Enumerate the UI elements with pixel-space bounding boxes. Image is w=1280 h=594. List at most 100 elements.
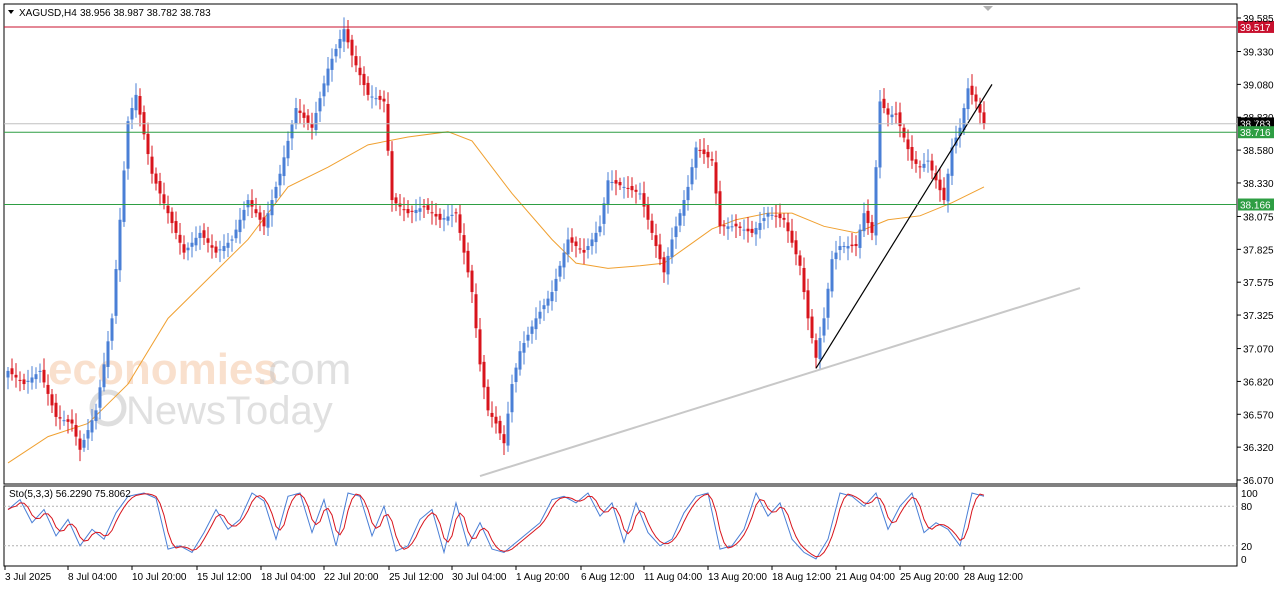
candle-up [342, 29, 346, 42]
candle-down [138, 96, 142, 115]
trendline-steep[interactable] [815, 84, 993, 369]
price-tag [1238, 20, 1274, 33]
candle-up [554, 278, 558, 291]
candle-up [62, 420, 66, 422]
candle-up [526, 334, 530, 341]
candle-up [946, 173, 950, 202]
candle-down [886, 108, 890, 115]
candle-up [86, 430, 90, 439]
candle-up [118, 219, 122, 271]
candle-up [590, 239, 594, 247]
candle-down [698, 149, 702, 151]
time-tick-label: 18 Aug 12:00 [772, 572, 831, 583]
candle-down [982, 112, 986, 124]
symbol-label[interactable]: XAGUSD,H4 [19, 8, 77, 19]
candle-down [366, 82, 370, 95]
candle-up [610, 181, 614, 183]
time-tick-label: 6 Aug 12:00 [581, 572, 635, 583]
candle-up [522, 342, 526, 353]
candle-up [666, 255, 670, 275]
candle-down [430, 212, 434, 214]
stochastic-label: Sto(5,3,3) 56.2290 75.8062 [9, 489, 131, 500]
candle-up [38, 370, 42, 372]
candle-down [378, 95, 382, 100]
candle-down [658, 244, 662, 260]
price-tick-label: 37.070 [1243, 345, 1274, 356]
shift-marker-icon[interactable] [983, 6, 993, 11]
candle-down [486, 386, 490, 411]
candle-up [770, 214, 774, 216]
svg-text:.com: .com [256, 345, 351, 394]
candle-up [114, 269, 118, 316]
candle-up [226, 242, 230, 248]
price-tick-label: 36.320 [1243, 443, 1274, 454]
candle-up [518, 351, 522, 370]
candle-down [466, 250, 470, 273]
candle-up [6, 370, 10, 378]
candle-up [414, 209, 418, 214]
candle-up [238, 219, 242, 233]
candle-up [762, 218, 766, 222]
candle-up [890, 114, 894, 118]
candle-up [282, 157, 286, 177]
candle-down [438, 213, 442, 220]
candle-down [746, 228, 750, 232]
price-tick-label: 38.580 [1243, 146, 1274, 157]
stochastic-tick-label: 100 [1241, 489, 1258, 500]
candle-down [182, 244, 186, 253]
candle-down [250, 200, 254, 207]
candle-down [866, 210, 870, 224]
candle-down [10, 368, 14, 375]
price-tag-label: 38.166 [1240, 201, 1271, 212]
time-tick-label: 13 Aug 20:00 [708, 572, 767, 583]
candle-up [538, 311, 542, 319]
candle-up [598, 226, 602, 233]
candle-down [910, 147, 914, 161]
candle-up [506, 413, 510, 446]
candle-down [346, 29, 350, 43]
candle-up [586, 246, 590, 251]
candle-up [550, 292, 554, 302]
candle-up [606, 180, 610, 205]
candle-up [962, 108, 966, 131]
candle-up [530, 326, 534, 334]
candle-down [354, 56, 358, 66]
candle-down [458, 214, 462, 233]
time-tick-label: 18 Jul 04:00 [261, 572, 316, 583]
time-tick-label: 15 Jul 12:00 [197, 572, 252, 583]
candle-up [322, 83, 326, 97]
symbol-dropdown-icon[interactable] [8, 10, 14, 14]
candle-up [222, 246, 226, 252]
candle-down [794, 240, 798, 255]
candle-up [314, 112, 318, 131]
candle-up [98, 387, 102, 408]
candle-up [82, 439, 86, 448]
candle-down [934, 173, 938, 181]
candle-up [818, 338, 822, 359]
candle-up [830, 259, 834, 292]
candle-down [262, 217, 266, 227]
candle-down [254, 209, 258, 214]
candle-down [46, 384, 50, 394]
price-tag [1238, 126, 1274, 139]
stochastic-tick-label: 0 [1241, 555, 1247, 566]
trendline-long[interactable] [479, 287, 1081, 478]
candle-down [150, 156, 154, 174]
candle-up [558, 265, 562, 277]
time-tick-label: 3 Jul 2025 [5, 572, 52, 583]
candle-down [474, 294, 478, 329]
candle-up [926, 160, 930, 162]
candle-up [638, 193, 642, 195]
candle-down [206, 238, 210, 243]
candle-down [502, 434, 506, 444]
candle-down [642, 193, 646, 207]
candle-down [78, 438, 82, 450]
candle-down [174, 221, 178, 233]
candle-up [234, 229, 238, 239]
candle-down [482, 361, 486, 388]
candle-up [674, 226, 678, 238]
time-tick-label: 10 Jul 20:00 [132, 572, 187, 583]
candle-down [426, 205, 430, 210]
